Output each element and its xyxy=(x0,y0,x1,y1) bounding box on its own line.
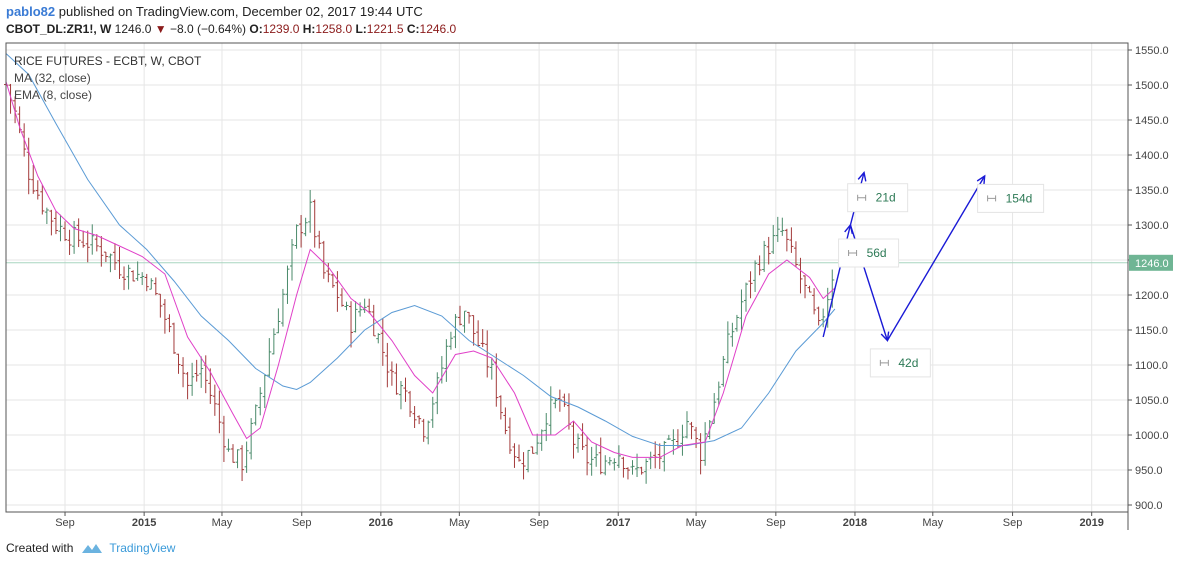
price-tick-label: 1500.0 xyxy=(1135,80,1169,92)
plot-frame xyxy=(5,42,1129,513)
publish-info: pablo82 published on TradingView.com, De… xyxy=(6,4,423,19)
author-link[interactable]: pablo82 xyxy=(6,4,56,19)
published-text: published on TradingView.com, December 0… xyxy=(58,4,423,19)
ma-line xyxy=(5,53,836,446)
created-with-text: Created with xyxy=(6,541,74,555)
date-range-icon xyxy=(848,250,858,256)
time-tick-label: 2016 xyxy=(369,517,393,529)
price-tick-label: 1150.0 xyxy=(1135,325,1168,337)
last-price-text: 1246.0 xyxy=(1135,258,1169,270)
time-tick-label: Sep xyxy=(529,517,549,529)
price-value: 1246.0 xyxy=(114,22,152,36)
high-value: 1258.0 xyxy=(315,22,353,36)
price-tick-label: 1400.0 xyxy=(1135,150,1169,162)
last-price-label: 1246.0 xyxy=(1129,254,1173,271)
price-axis[interactable]: 900.0 950.0 1000.0 1050.0 1100.0 1150.0 1200.0… xyxy=(1128,45,1169,512)
price-tick-label: 1450.0 xyxy=(1135,115,1169,127)
projection-segment xyxy=(886,175,986,341)
close-label: C: xyxy=(406,22,420,36)
time-tick-label: May xyxy=(449,517,470,529)
ma-legend: MA (32, close) xyxy=(14,71,91,85)
price-tick-label: 1300.0 xyxy=(1135,220,1169,232)
chart-grid xyxy=(6,43,1128,512)
chart-title: RICE FUTURES - ECBT, W, CBOT xyxy=(14,54,202,68)
open-value: 1239.0 xyxy=(262,22,300,36)
arrow-head-icon xyxy=(976,174,986,186)
date-range-label: 154d xyxy=(1006,191,1033,205)
price-tick-label: 1100.0 xyxy=(1135,360,1168,372)
date-range-labels: 21d 56d 42d 154d xyxy=(838,183,1045,378)
price-tick-label: 1200.0 xyxy=(1135,290,1169,302)
footer: Created with TradingView xyxy=(6,541,175,555)
date-range-icon xyxy=(879,359,889,366)
date-range-label: 56d xyxy=(867,246,887,260)
tradingview-link[interactable]: TradingView xyxy=(109,541,176,555)
high-label: H: xyxy=(302,22,316,36)
time-tick-label: 2017 xyxy=(606,517,630,529)
ema-line xyxy=(5,81,836,458)
time-tick-label: Sep xyxy=(1003,517,1023,529)
price-tick-label: 1350.0 xyxy=(1135,185,1169,197)
time-axis[interactable]: Sep 2015 May Sep 2016 May Sep 2017 May Sep 2018 May… xyxy=(55,512,1104,529)
symbol-label: CBOT_DL:ZR1!, W xyxy=(6,22,112,36)
time-tick-label: Sep xyxy=(766,517,786,529)
time-tick-label: May xyxy=(686,517,707,529)
time-tick-label: May xyxy=(212,517,233,529)
price-tick-label: 1550.0 xyxy=(1135,45,1169,57)
tradingview-logo-icon xyxy=(82,544,103,553)
time-tick-label: 2019 xyxy=(1079,517,1103,529)
arrow-head-icon xyxy=(857,170,867,182)
last-price-badge xyxy=(1129,254,1173,271)
date-range-icon xyxy=(987,195,997,202)
price-tick-label: 1050.0 xyxy=(1135,395,1169,407)
date-range-icon xyxy=(857,194,867,201)
time-tick-label: Sep xyxy=(55,517,75,529)
candles-layer xyxy=(4,82,835,484)
time-tick-label: 2015 xyxy=(132,517,156,529)
time-tick-label: 2018 xyxy=(843,517,867,529)
ema-legend: EMA (8, close) xyxy=(14,88,92,102)
price-tick-label: 950.0 xyxy=(1135,465,1163,477)
low-label: L: xyxy=(355,22,367,36)
change-value: −8.0 (−0.64%) xyxy=(169,22,247,36)
down-arrow-icon: ▼ xyxy=(154,22,167,36)
price-tick-label: 1000.0 xyxy=(1135,430,1169,442)
price-tick-label: 900.0 xyxy=(1135,500,1163,512)
low-value: 1221.5 xyxy=(366,22,404,36)
date-range-label: 21d xyxy=(876,191,896,205)
date-range-label: 42d xyxy=(898,356,918,370)
close-value: 1246.0 xyxy=(419,22,457,36)
symbol-info: CBOT_DL:ZR1!, W 1246.0 ▼ −8.0 (−0.64%) O… xyxy=(6,22,456,36)
time-tick-label: Sep xyxy=(292,517,312,529)
time-tick-label: May xyxy=(922,517,943,529)
open-label: O: xyxy=(249,22,263,36)
